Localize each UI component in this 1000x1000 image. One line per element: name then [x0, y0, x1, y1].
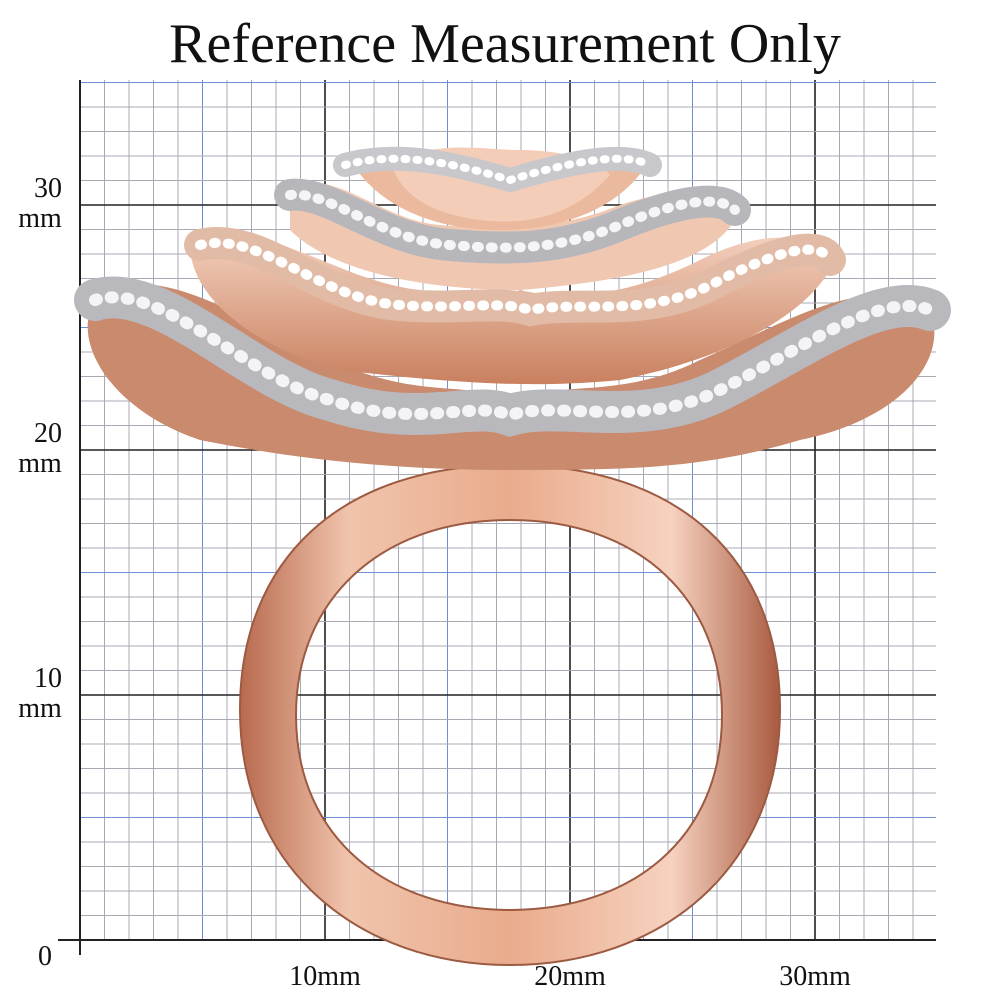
- x-label: 30mm: [779, 961, 851, 992]
- x-label: 20mm: [534, 961, 606, 992]
- y-unit: mm: [18, 203, 62, 234]
- x-label: 10mm: [289, 961, 361, 992]
- y-label: 20: [34, 418, 62, 449]
- ring-flower: [74, 146, 951, 470]
- title: Reference Measurement Only: [169, 13, 841, 75]
- y-label: 30: [34, 173, 62, 204]
- ring-band: [238, 463, 782, 967]
- y-unit: mm: [18, 693, 62, 724]
- y-label: 0: [38, 941, 52, 972]
- y-label: 10: [34, 663, 62, 694]
- y-unit: mm: [18, 448, 62, 479]
